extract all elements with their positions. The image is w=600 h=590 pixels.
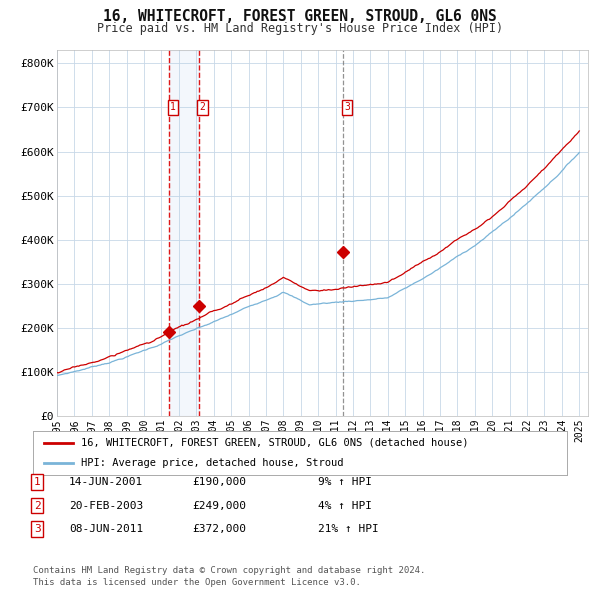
Text: Contains HM Land Registry data © Crown copyright and database right 2024.
This d: Contains HM Land Registry data © Crown c…	[33, 566, 425, 587]
Text: 3: 3	[34, 525, 41, 534]
Text: 1: 1	[170, 103, 176, 113]
Text: 2: 2	[199, 103, 205, 113]
Bar	[169, 50, 199, 416]
Text: 9% ↑ HPI: 9% ↑ HPI	[318, 477, 372, 487]
Text: 08-JUN-2011: 08-JUN-2011	[69, 525, 143, 534]
Text: £249,000: £249,000	[192, 501, 246, 510]
Text: 4% ↑ HPI: 4% ↑ HPI	[318, 501, 372, 510]
Text: HPI: Average price, detached house, Stroud: HPI: Average price, detached house, Stro…	[81, 458, 344, 468]
Text: 14-JUN-2001: 14-JUN-2001	[69, 477, 143, 487]
Text: £190,000: £190,000	[192, 477, 246, 487]
Text: £372,000: £372,000	[192, 525, 246, 534]
Text: 16, WHITECROFT, FOREST GREEN, STROUD, GL6 0NS: 16, WHITECROFT, FOREST GREEN, STROUD, GL…	[103, 9, 497, 24]
Text: 20-FEB-2003: 20-FEB-2003	[69, 501, 143, 510]
Text: 16, WHITECROFT, FOREST GREEN, STROUD, GL6 0NS (detached house): 16, WHITECROFT, FOREST GREEN, STROUD, GL…	[81, 438, 469, 448]
Text: Price paid vs. HM Land Registry's House Price Index (HPI): Price paid vs. HM Land Registry's House …	[97, 22, 503, 35]
Text: 1: 1	[34, 477, 41, 487]
Text: 21% ↑ HPI: 21% ↑ HPI	[318, 525, 379, 534]
Text: 2: 2	[34, 501, 41, 510]
Text: 3: 3	[344, 103, 350, 113]
